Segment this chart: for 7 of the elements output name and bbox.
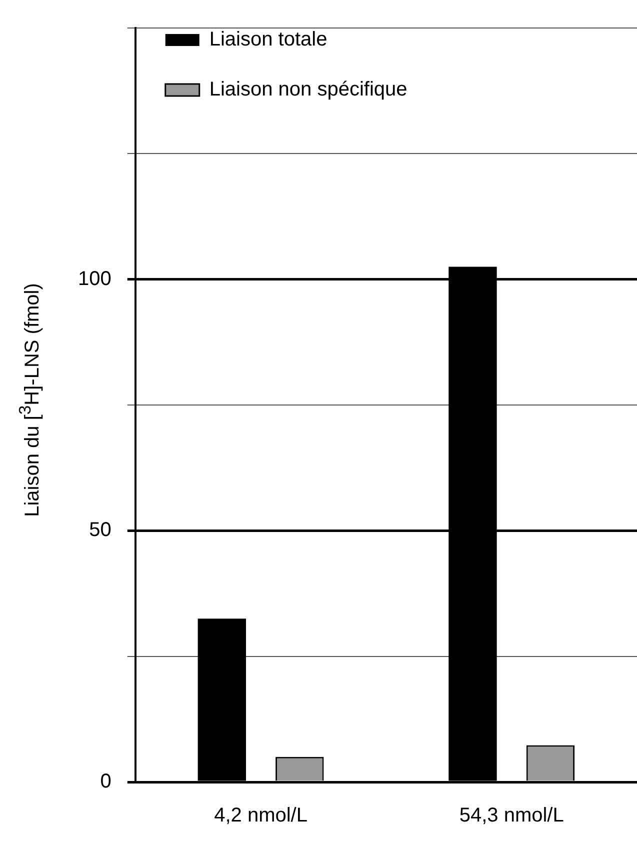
x-tick-label: 4,2 nmol/L (214, 804, 308, 827)
legend-label: Liaison non spécifique (209, 78, 408, 101)
y-tick-label: 100 (78, 268, 112, 290)
y-tick-label: 50 (89, 519, 112, 542)
y-tick-label: 0 (100, 770, 112, 793)
legend-label: Liaison totale (209, 28, 328, 51)
x-tick-label: 54,3 nmol/L (459, 804, 564, 827)
